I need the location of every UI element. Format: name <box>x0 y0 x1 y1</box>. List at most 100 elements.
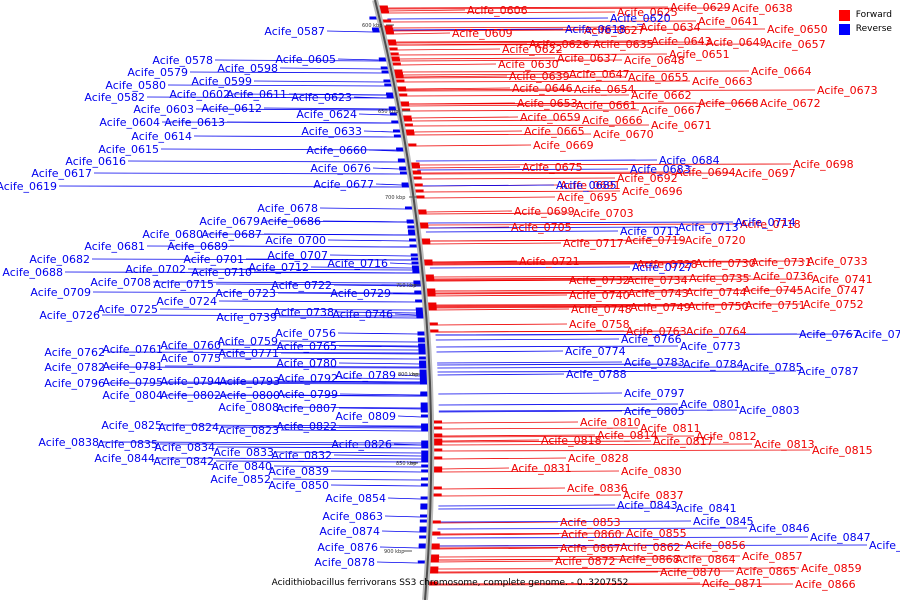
reverse-gene-label[interactable]: Acife_0847 <box>810 531 871 544</box>
forward-gene-label[interactable]: Acife_0763 <box>626 325 687 338</box>
forward-gene-label[interactable]: Acife_0659 <box>520 111 581 124</box>
reverse-gene-label[interactable]: Acife_0822 <box>276 420 337 433</box>
reverse-gene-label[interactable]: Acife_0605 <box>275 53 336 66</box>
reverse-gene-label[interactable]: Acife_0803 <box>739 404 800 417</box>
forward-gene-label[interactable]: Acife_0651 <box>669 48 730 61</box>
forward-gene-label[interactable]: Acife_0750 <box>688 300 749 313</box>
reverse-gene-label[interactable]: Acife_0773 <box>680 340 741 353</box>
forward-gene-label[interactable]: Acife_0871 <box>702 577 763 590</box>
reverse-gene-label[interactable]: Acife_0842 <box>153 455 214 468</box>
reverse-gene-label[interactable]: Acife_0809 <box>335 410 396 423</box>
reverse-gene-label[interactable]: Acife_0681 <box>84 240 145 253</box>
reverse-gene-label[interactable]: Acife_0710 <box>191 266 252 279</box>
reverse-gene-label[interactable]: Acife_0580 <box>105 79 166 92</box>
reverse-gene-label[interactable]: Acife_0838 <box>38 436 99 449</box>
reverse-gene-label[interactable]: Acife_0582 <box>84 91 145 104</box>
forward-gene-label[interactable]: Acife_0859 <box>801 562 862 575</box>
reverse-gene-label[interactable]: Acife_0602 <box>169 88 230 101</box>
forward-gene-label[interactable]: Acife_0745 <box>743 284 804 297</box>
reverse-gene-label[interactable]: Acife_0712 <box>248 261 309 274</box>
forward-gene-label[interactable]: Acife_0758 <box>569 318 630 331</box>
forward-gene-label[interactable]: Acife_0637 <box>557 52 618 65</box>
reverse-gene-label[interactable]: Acife_0679 <box>199 215 260 228</box>
forward-gene-label[interactable]: Acife_0609 <box>452 27 513 40</box>
reverse-gene-label[interactable]: Acife_0687 <box>201 228 262 241</box>
reverse-gene-label[interactable]: Acife_0826 <box>331 438 392 451</box>
reverse-gene-label[interactable]: Acife_0799 <box>277 388 338 401</box>
reverse-gene-label[interactable]: Acife_0840 <box>211 460 272 473</box>
reverse-gene-label[interactable]: Acife_0587 <box>264 25 325 38</box>
forward-gene-label[interactable]: Acife_0643 <box>651 35 712 48</box>
reverse-gene-label[interactable]: Acife_0676 <box>310 162 371 175</box>
forward-gene-label[interactable]: Acife_0830 <box>621 465 682 478</box>
reverse-gene-label[interactable]: Acife_0598 <box>217 62 278 75</box>
reverse-gene-label[interactable]: Acife_0604 <box>99 116 160 129</box>
reverse-gene-label[interactable]: Acife_0774 <box>565 345 626 358</box>
forward-gene-label[interactable]: Acife_0667 <box>641 104 702 117</box>
reverse-gene-label[interactable]: Acife_0660 <box>306 144 367 157</box>
reverse-gene-label[interactable]: Acife_0599 <box>191 75 252 88</box>
reverse-gene-label[interactable]: Acife_0688 <box>2 266 63 279</box>
forward-gene-label[interactable]: Acife_0811 <box>640 422 701 435</box>
forward-gene-label[interactable]: Acife_0828 <box>568 452 629 465</box>
forward-gene-label[interactable]: Acife_0653 <box>517 97 578 110</box>
forward-gene-label[interactable]: Acife_0831 <box>511 462 572 475</box>
forward-gene-label[interactable]: Acife_0837 <box>623 489 684 502</box>
reverse-gene-label[interactable]: Acife_0767 <box>799 328 860 341</box>
forward-gene-label[interactable]: Acife_0664 <box>751 65 812 78</box>
forward-gene-label[interactable]: Acife_0647 <box>569 68 630 81</box>
forward-gene-label[interactable]: Acife_0856 <box>685 539 746 552</box>
reverse-gene-label[interactable]: Acife_0863 <box>322 510 383 523</box>
forward-gene-label[interactable]: Acife_0661 <box>576 99 637 112</box>
reverse-gene-label[interactable]: Acife_0785 <box>742 361 803 374</box>
forward-gene-label[interactable]: Acife_0733 <box>807 255 868 268</box>
forward-gene-label[interactable]: Acife_0741 <box>812 273 873 286</box>
reverse-gene-label[interactable]: Acife_0833 <box>213 446 274 459</box>
reverse-gene-label[interactable]: Acife_0689 <box>167 240 228 253</box>
forward-gene-label[interactable]: Acife_0817 <box>653 435 714 448</box>
forward-gene-label[interactable]: Acife_0857 <box>742 550 803 563</box>
reverse-gene-label[interactable]: Acife_0613 <box>164 116 225 129</box>
forward-gene-label[interactable]: Acife_0719 <box>625 234 686 247</box>
reverse-gene-label[interactable]: Acife_0854 <box>325 492 386 505</box>
reverse-gene-label[interactable]: Acife_0874 <box>319 525 380 538</box>
reverse-gene-label[interactable]: Acife_0617 <box>31 167 92 180</box>
reverse-gene-label[interactable]: Acife_0792 <box>277 372 338 385</box>
reverse-gene-label[interactable]: Acife_0708 <box>90 276 151 289</box>
forward-gene-label[interactable]: Acife_0872 <box>555 555 616 568</box>
forward-gene-label[interactable]: Acife_0751 <box>745 299 806 312</box>
forward-gene-label[interactable]: Acife_0836 <box>567 482 628 495</box>
reverse-gene-label[interactable]: Acife_0677 <box>313 178 374 191</box>
forward-gene-label[interactable]: Acife_0669 <box>533 139 594 152</box>
forward-gene-label[interactable]: Acife_0721 <box>519 255 580 268</box>
forward-gene-label[interactable]: Acife_0668 <box>698 97 759 110</box>
reverse-gene-label[interactable]: Acife_0789 <box>335 369 396 382</box>
forward-gene-label[interactable]: Acife_0703 <box>573 207 634 220</box>
reverse-gene-label[interactable]: Acife_0701 <box>183 253 244 266</box>
reverse-gene-label[interactable]: Acife_0727 <box>632 261 693 274</box>
forward-gene-label[interactable]: Acife_0752 <box>803 298 864 311</box>
forward-gene-label[interactable]: Acife_0736 <box>753 270 814 283</box>
reverse-gene-label[interactable]: Acife_0686 <box>260 215 321 228</box>
forward-gene-label[interactable]: Acife_0866 <box>795 578 856 591</box>
reverse-gene-label[interactable]: Acife_0618 <box>565 23 626 36</box>
forward-gene-label[interactable]: Acife_0629 <box>670 1 731 14</box>
forward-gene-label[interactable]: Acife_0606 <box>467 4 528 17</box>
reverse-gene-label[interactable]: Acife_0746 <box>332 308 393 321</box>
reverse-gene-label[interactable]: Acife_0801 <box>680 398 741 411</box>
reverse-gene-label[interactable]: Acife_0711 <box>620 225 681 238</box>
forward-gene-label[interactable]: Acife_0717 <box>563 237 624 250</box>
reverse-gene-label[interactable]: Acife_0782 <box>44 361 105 374</box>
reverse-gene-label[interactable]: Acife_0759 <box>217 335 278 348</box>
reverse-gene-label[interactable]: Acife_0579 <box>127 66 188 79</box>
forward-gene-label[interactable]: Acife_0747 <box>804 284 865 297</box>
reverse-gene-label[interactable]: Acife_0825 <box>101 419 162 432</box>
reverse-gene-label[interactable]: Acife_0612 <box>201 102 262 115</box>
reverse-gene-label[interactable]: Acife_0680 <box>142 228 203 241</box>
forward-gene-label[interactable]: Acife_0865 <box>736 565 797 578</box>
forward-gene-label[interactable]: Acife_0634 <box>640 21 701 34</box>
reverse-gene-label[interactable]: Acife_0795 <box>102 376 163 389</box>
reverse-gene-label[interactable]: Acife_0781 <box>102 360 163 373</box>
forward-gene-label[interactable]: Acife_0744 <box>686 286 747 299</box>
forward-gene-label[interactable]: Acife_0671 <box>651 119 712 132</box>
